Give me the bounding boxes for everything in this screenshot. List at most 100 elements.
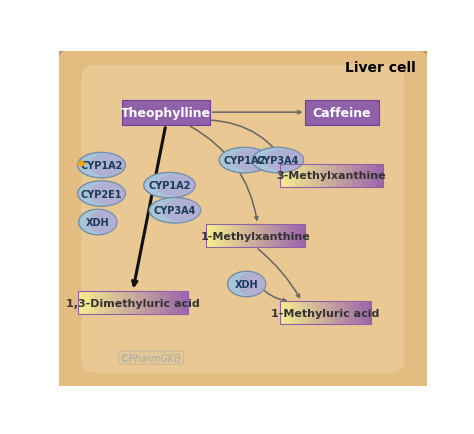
Bar xyxy=(291,225,295,247)
Bar xyxy=(127,292,133,314)
Bar xyxy=(236,225,241,247)
Text: Theophylline: Theophylline xyxy=(121,107,211,119)
Ellipse shape xyxy=(78,153,125,178)
Ellipse shape xyxy=(156,174,195,197)
Bar xyxy=(110,292,116,314)
Bar xyxy=(251,225,256,247)
Bar xyxy=(266,225,271,247)
Bar xyxy=(367,302,372,325)
Bar xyxy=(302,302,307,325)
Bar xyxy=(285,164,290,187)
Ellipse shape xyxy=(90,183,125,206)
Bar xyxy=(330,302,335,325)
FancyBboxPatch shape xyxy=(45,39,441,403)
Bar xyxy=(231,225,236,247)
Bar xyxy=(339,302,344,325)
Bar xyxy=(275,225,281,247)
Bar xyxy=(246,225,251,247)
Bar xyxy=(89,292,94,314)
Bar xyxy=(211,225,216,247)
Bar xyxy=(331,164,336,187)
Ellipse shape xyxy=(237,273,266,296)
Text: CYP1A2: CYP1A2 xyxy=(148,181,191,191)
Bar xyxy=(83,292,89,314)
Bar xyxy=(155,292,160,314)
Bar xyxy=(341,164,346,187)
Text: 3-Methylxanthine: 3-Methylxanthine xyxy=(276,171,386,181)
Bar xyxy=(284,302,289,325)
Bar xyxy=(94,292,100,314)
Bar xyxy=(290,164,295,187)
Bar xyxy=(285,225,291,247)
Text: CYP3A4: CYP3A4 xyxy=(256,156,299,166)
Bar xyxy=(241,225,246,247)
Bar xyxy=(316,302,321,325)
Ellipse shape xyxy=(90,154,125,177)
Bar xyxy=(307,302,312,325)
Text: Caffeine: Caffeine xyxy=(313,107,372,119)
Bar xyxy=(166,292,171,314)
Bar xyxy=(221,225,226,247)
FancyBboxPatch shape xyxy=(55,49,430,393)
Ellipse shape xyxy=(78,181,125,207)
Bar xyxy=(160,292,166,314)
Bar xyxy=(326,164,331,187)
Bar xyxy=(122,292,127,314)
Bar xyxy=(295,164,300,187)
FancyBboxPatch shape xyxy=(82,66,405,373)
Bar xyxy=(321,302,326,325)
Text: CYP2E1: CYP2E1 xyxy=(81,189,122,199)
Bar xyxy=(280,302,284,325)
Bar xyxy=(177,292,182,314)
Ellipse shape xyxy=(88,211,117,234)
Bar xyxy=(298,302,302,325)
Bar xyxy=(261,225,266,247)
Bar xyxy=(357,164,362,187)
Text: 1-Methyluric acid: 1-Methyluric acid xyxy=(272,308,380,318)
Bar xyxy=(138,292,144,314)
Text: CYP1A2: CYP1A2 xyxy=(224,156,266,166)
Ellipse shape xyxy=(228,272,266,297)
Bar xyxy=(295,225,301,247)
Bar xyxy=(305,164,310,187)
Bar xyxy=(316,164,321,187)
Bar xyxy=(326,302,330,325)
Text: ©PharmGKB: ©PharmGKB xyxy=(120,353,182,363)
Ellipse shape xyxy=(252,148,303,174)
Bar xyxy=(372,164,377,187)
Bar xyxy=(289,302,293,325)
Bar xyxy=(105,292,110,314)
Bar xyxy=(226,225,231,247)
Text: 1,3-Dimethyluric acid: 1,3-Dimethyluric acid xyxy=(66,298,200,308)
Bar xyxy=(301,225,305,247)
Ellipse shape xyxy=(162,199,201,222)
Bar xyxy=(280,164,285,187)
Ellipse shape xyxy=(232,149,271,172)
Ellipse shape xyxy=(149,198,201,224)
Text: 1-Methylxanthine: 1-Methylxanthine xyxy=(201,231,310,241)
Text: XDH: XDH xyxy=(86,217,109,227)
Bar xyxy=(348,302,353,325)
Bar xyxy=(256,225,261,247)
Bar xyxy=(353,302,358,325)
Bar xyxy=(312,302,316,325)
FancyBboxPatch shape xyxy=(122,101,210,125)
Ellipse shape xyxy=(219,148,271,174)
Text: CYP1A2: CYP1A2 xyxy=(80,161,123,171)
Bar xyxy=(216,225,221,247)
Bar xyxy=(144,292,149,314)
FancyBboxPatch shape xyxy=(305,101,379,125)
Bar xyxy=(362,164,367,187)
Bar xyxy=(367,164,372,187)
Bar xyxy=(335,302,339,325)
Bar xyxy=(271,225,275,247)
Ellipse shape xyxy=(265,149,303,172)
Bar xyxy=(352,164,357,187)
Text: CYP3A4: CYP3A4 xyxy=(154,206,196,216)
Bar xyxy=(206,225,211,247)
Bar xyxy=(346,164,352,187)
Text: Liver cell: Liver cell xyxy=(345,60,416,74)
Bar xyxy=(310,164,316,187)
Ellipse shape xyxy=(79,210,117,235)
Bar xyxy=(100,292,105,314)
